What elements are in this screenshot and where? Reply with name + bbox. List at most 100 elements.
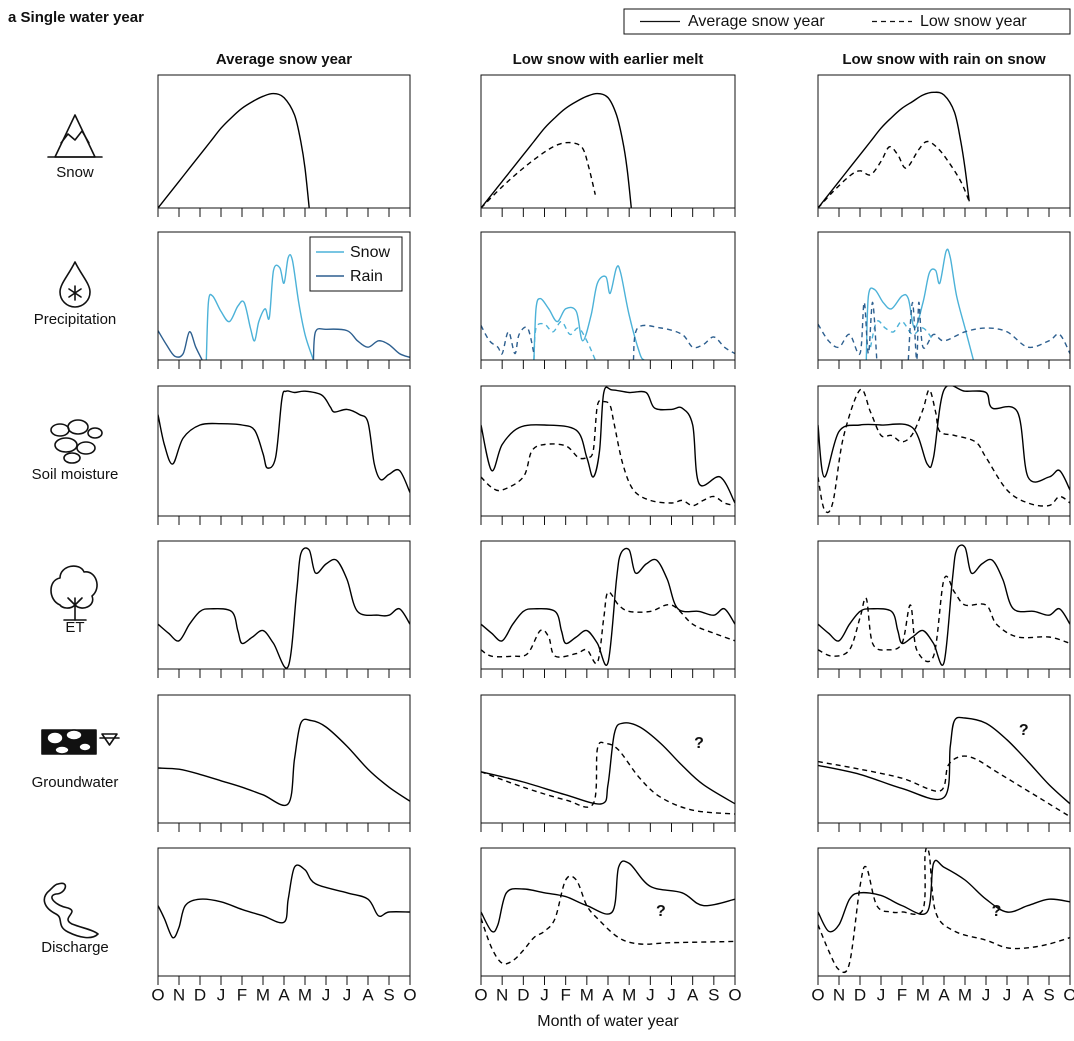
panel	[818, 91, 970, 208]
series-line	[818, 848, 1070, 974]
series-line	[158, 328, 410, 360]
panel	[818, 386, 1070, 514]
series-line	[481, 92, 632, 208]
x-tick-label: J	[217, 985, 226, 1004]
series-line	[205, 253, 315, 360]
x-tick-label: J	[1003, 985, 1012, 1004]
panel	[818, 716, 1070, 818]
x-tick-label: J	[982, 985, 991, 1004]
x-tick-label: D	[194, 985, 206, 1004]
x-tick-label: S	[708, 985, 719, 1004]
panel-frame	[817, 694, 1071, 824]
column-title: Low snow with earlier melt	[513, 51, 704, 68]
panel-legend-label: Rain	[350, 268, 383, 285]
x-tick-label: N	[496, 985, 508, 1004]
series-line	[158, 390, 410, 493]
x-tick-label: N	[173, 985, 185, 1004]
legend-label: Average snow year	[688, 13, 825, 30]
panel-frame	[157, 694, 411, 824]
x-tick-label: D	[517, 985, 529, 1004]
series-line	[533, 320, 596, 360]
x-tick-label: M	[298, 985, 312, 1004]
panel	[818, 248, 1070, 360]
series-line	[481, 141, 596, 208]
panel-label: a	[8, 9, 17, 26]
panel-legend-label: Snow	[350, 244, 390, 261]
x-tick-label: J	[540, 985, 549, 1004]
series-line	[158, 92, 310, 208]
x-tick-label: J	[646, 985, 655, 1004]
row-label: Discharge	[41, 939, 109, 956]
series-line	[818, 575, 1070, 663]
series-line	[481, 547, 735, 666]
annotation: ?	[1019, 722, 1029, 739]
series-line	[818, 716, 1070, 805]
x-tick-label: F	[237, 985, 247, 1004]
et-icon	[50, 565, 98, 621]
panel	[158, 718, 410, 807]
x-tick-label: A	[362, 985, 374, 1004]
series-line	[481, 722, 735, 805]
x-tick-label: M	[916, 985, 930, 1004]
series-line	[481, 741, 735, 815]
series-line	[533, 265, 645, 360]
panel-frame	[480, 694, 736, 824]
panel	[481, 722, 735, 815]
panel-frame	[817, 540, 1071, 670]
row-label: Soil moisture	[32, 466, 119, 483]
x-tick-label: D	[854, 985, 866, 1004]
snow-icon	[47, 114, 103, 158]
row-label: ET	[65, 619, 84, 636]
panel	[818, 544, 1070, 666]
series-line	[481, 386, 735, 504]
x-tick-label: O	[811, 985, 824, 1004]
x-tick-label: A	[938, 985, 950, 1004]
panel-frame	[480, 847, 736, 977]
series-line	[158, 718, 410, 807]
series-line	[481, 591, 735, 665]
soil-icon	[50, 419, 103, 464]
legend-box	[623, 8, 1071, 35]
panel-frame	[817, 231, 1071, 361]
discharge-icon	[43, 882, 99, 939]
row-icons	[41, 114, 120, 939]
series-line	[818, 755, 1070, 818]
series-line	[818, 301, 1070, 360]
panel	[158, 92, 310, 208]
x-tick-label: J	[667, 985, 676, 1004]
series-line	[869, 320, 935, 348]
series-line	[481, 324, 735, 360]
panel-frame	[157, 847, 411, 977]
series-line	[818, 388, 1070, 514]
series-line	[818, 386, 1070, 491]
series-line	[158, 547, 410, 669]
annotation: ?	[694, 735, 704, 752]
annotation: ?	[656, 903, 666, 920]
panel	[481, 265, 735, 360]
column-title: Average snow year	[216, 51, 352, 68]
x-tick-label: F	[560, 985, 570, 1004]
panel	[818, 848, 1070, 974]
x-tick-label: A	[278, 985, 290, 1004]
row-label: Groundwater	[32, 774, 119, 791]
x-tick-label: J	[322, 985, 331, 1004]
figure-heading: a Single water year	[8, 9, 144, 26]
series-line	[818, 91, 970, 208]
panel-frame	[480, 231, 736, 361]
series-line	[818, 140, 970, 208]
panel	[158, 253, 410, 360]
figure-title: Single water year	[21, 9, 145, 26]
panel-frame	[817, 385, 1071, 517]
x-tick-label: A	[602, 985, 614, 1004]
legend-label: Low snow year	[920, 13, 1027, 30]
panel	[481, 386, 735, 507]
x-tick-label: O	[728, 985, 741, 1004]
row-label: Snow	[56, 164, 94, 181]
series-line	[481, 875, 735, 965]
x-tick-label: M	[580, 985, 594, 1004]
panel-frame	[480, 540, 736, 670]
series-line	[481, 399, 735, 507]
series-line	[481, 860, 735, 933]
x-tick-label: F	[897, 985, 907, 1004]
